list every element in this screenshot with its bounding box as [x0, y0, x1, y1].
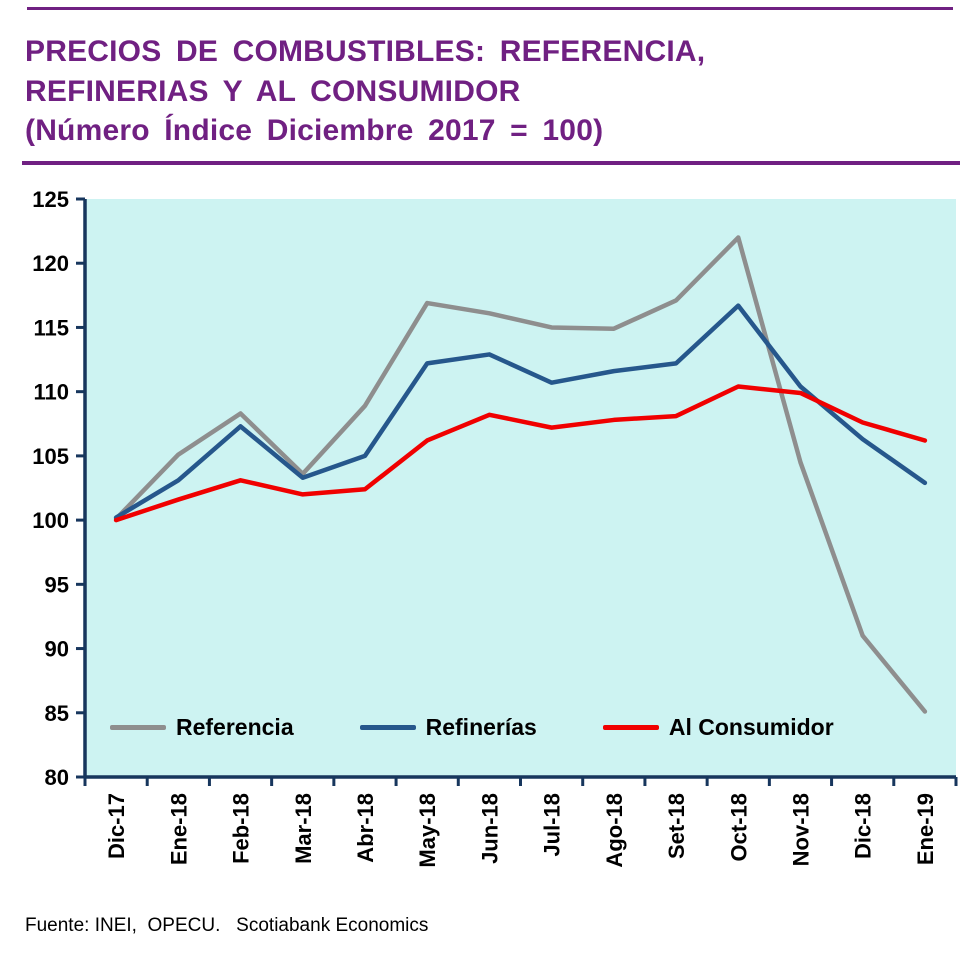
- source-note: Fuente: INEI, OPECU. Scotiabank Economic…: [25, 914, 429, 936]
- legend-item-refinerias: Refinerías: [359, 713, 537, 741]
- svg-text:80: 80: [45, 765, 69, 790]
- svg-text:Oct-18: Oct-18: [726, 793, 751, 861]
- legend-label-al-consumidor: Al Consumidor: [668, 713, 834, 740]
- svg-text:120: 120: [32, 251, 69, 276]
- svg-text:105: 105: [32, 444, 69, 469]
- top-rule: [27, 7, 953, 10]
- svg-text:115: 115: [34, 315, 70, 340]
- svg-text:95: 95: [45, 572, 69, 597]
- page-title: PRECIOS DE COMBUSTIBLES: REFERENCIA, REF…: [25, 32, 960, 151]
- svg-text:Feb-18: Feb-18: [229, 793, 254, 864]
- legend-line-sample-al-consumidor: [602, 724, 659, 730]
- svg-text:90: 90: [45, 636, 69, 661]
- svg-text:Nov-18: Nov-18: [788, 793, 813, 866]
- svg-text:125: 125: [32, 187, 69, 212]
- svg-text:110: 110: [34, 379, 70, 404]
- svg-text:Ago-18: Ago-18: [602, 793, 627, 868]
- svg-text:85: 85: [45, 701, 69, 726]
- svg-text:Dic-17: Dic-17: [104, 793, 129, 859]
- svg-text:Abr-18: Abr-18: [353, 793, 378, 863]
- legend-label-referencia: Referencia: [176, 713, 294, 740]
- chart-legend: Referencia Refinerías Al Consumidor: [110, 714, 834, 741]
- svg-text:Jul-18: Jul-18: [540, 793, 565, 857]
- svg-text:Dic-18: Dic-18: [851, 793, 876, 859]
- svg-text:Ene-19: Ene-19: [913, 793, 938, 865]
- title-divider-rule: [22, 160, 960, 165]
- chart-svg: 80 85 90 95 100 105 110 115 120 125 Dic-17 Ene-18 Fe…: [32, 187, 958, 868]
- legend-label-refinerias: Refinerías: [425, 713, 537, 740]
- chart: 80 85 90 95 100 105 110 115 120 125 Dic-17 Ene-18 Fe…: [0, 187, 980, 899]
- svg-text:Mar-18: Mar-18: [291, 793, 316, 864]
- svg-text:Set-18: Set-18: [664, 793, 689, 859]
- legend-item-referencia: Referencia: [110, 714, 294, 741]
- svg-text:100: 100: [32, 508, 69, 533]
- svg-text:May-18: May-18: [415, 793, 440, 868]
- title-line-2: REFINERIAS Y AL CONSUMIDOR: [25, 74, 521, 108]
- svg-text:Ene-18: Ene-18: [166, 793, 191, 865]
- legend-line-sample-referencia: [110, 724, 166, 730]
- title-line-1: PRECIOS DE COMBUSTIBLES: REFERENCIA,: [25, 35, 706, 68]
- svg-text:Jun-18: Jun-18: [477, 793, 502, 864]
- title-subtitle: (Número Índice Diciembre 2017 = 100): [25, 114, 604, 148]
- legend-item-al-consumidor: Al Consumidor: [602, 713, 834, 741]
- legend-line-sample-refinerias: [359, 724, 416, 730]
